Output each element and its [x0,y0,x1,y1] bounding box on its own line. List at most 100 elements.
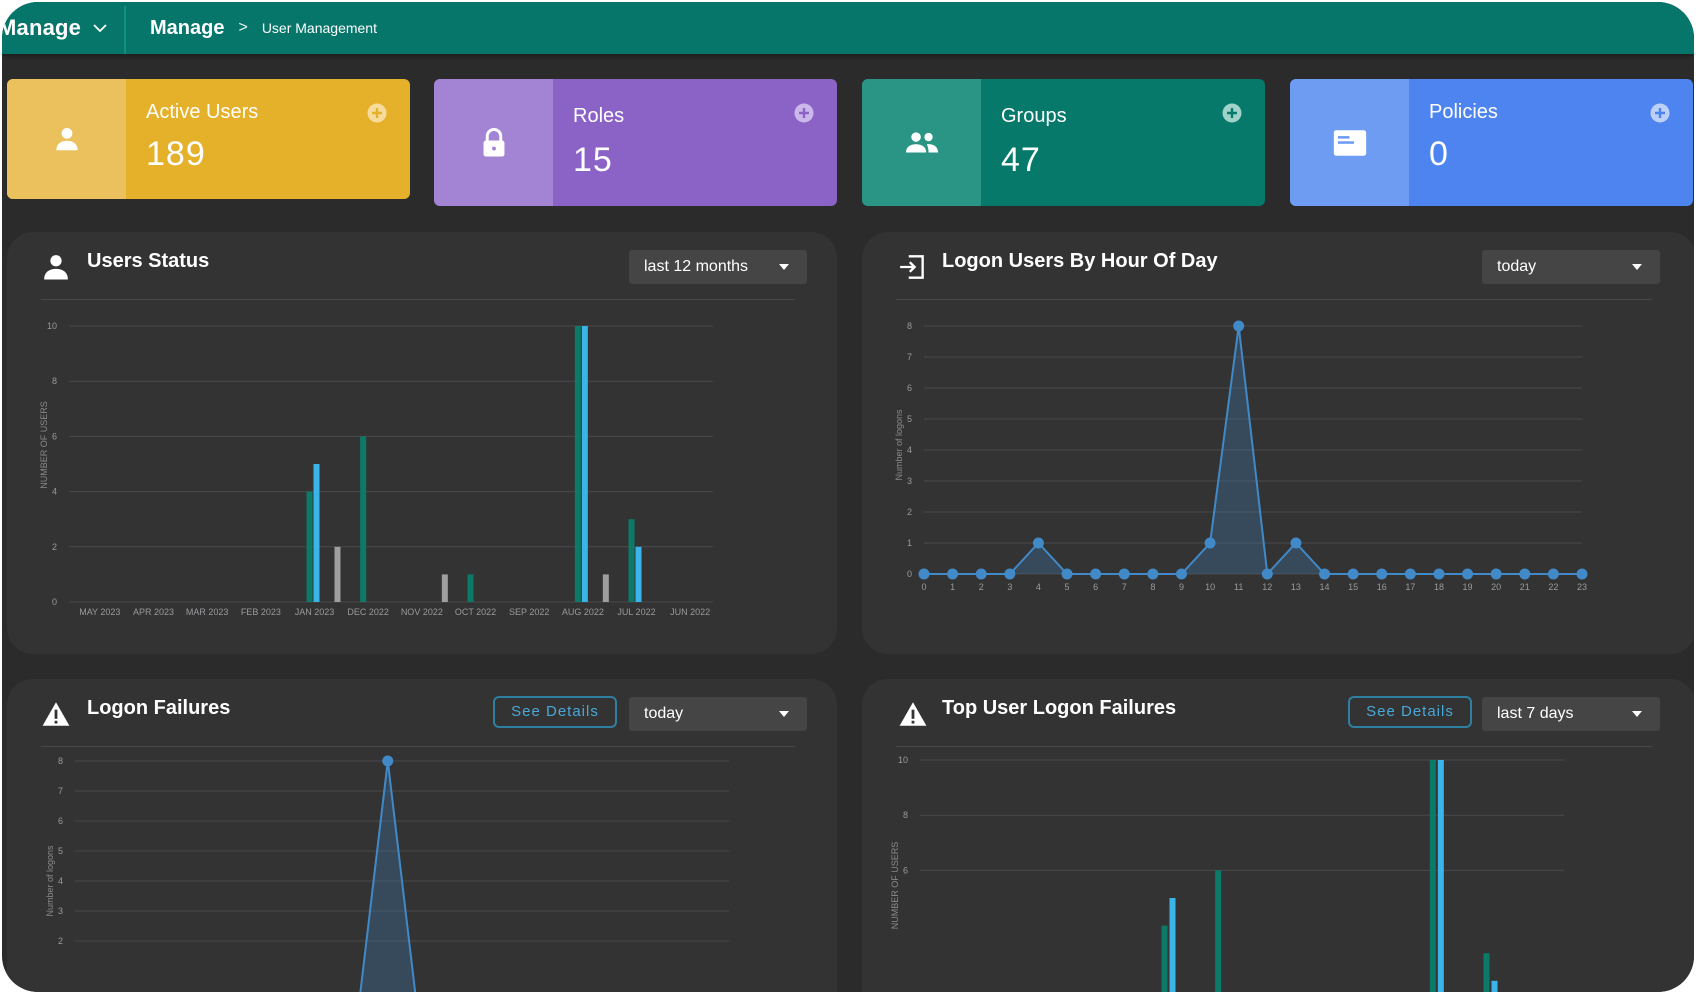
bar [602,574,609,602]
dropdown-value: last 12 months [644,258,749,275]
y-tick-label: 8 [907,321,912,331]
range-dropdown[interactable]: today [629,697,807,731]
breadcrumb-separator: > [238,19,248,36]
bar [1215,870,1222,992]
breadcrumb-item-manage[interactable]: Manage [150,16,225,39]
y-tick-label: 6 [907,383,912,393]
top-bar: Manage Manage > User Management [2,2,1694,54]
data-point [1233,320,1245,332]
x-tick-label: 21 [1520,582,1530,592]
x-tick-label: 23 [1577,582,1587,592]
caret-down-icon [1632,711,1642,717]
range-dropdown[interactable]: today [1482,250,1660,284]
x-tick-label: 10 [1205,582,1215,592]
data-point [382,755,394,767]
data-point [975,568,987,580]
card-icon-box [434,79,553,206]
x-tick-label: 11 [1234,582,1243,592]
app-menu[interactable]: Manage [2,2,124,54]
x-tick-label: JAN 2023 [295,607,335,617]
add-circle-icon[interactable] [1649,102,1671,124]
panel-top-user-logon-failures: Top User Logon Failures See Details last… [862,679,1694,992]
add-circle-icon[interactable] [793,102,815,124]
x-tick-label: AUG 2022 [562,607,604,617]
panel-divider [41,746,795,747]
header-divider [124,6,126,54]
add-circle-icon[interactable] [366,102,388,124]
y-axis-label: Number of logons [894,409,904,481]
card-active-users[interactable]: Active Users 189 [7,79,410,199]
data-point [1462,568,1474,580]
data-point [1175,568,1187,580]
card-groups[interactable]: Groups 47 [862,79,1265,206]
data-point [1404,568,1416,580]
y-tick-label: 6 [58,816,63,826]
range-dropdown[interactable]: last 7 days [1482,697,1660,731]
data-point [1519,568,1531,580]
data-point [947,568,959,580]
card-value: 15 [573,141,613,179]
x-tick-label: 15 [1348,582,1358,592]
login-icon [900,255,924,279]
x-tick-label: MAY 2023 [79,607,120,617]
y-tick-label: 4 [907,445,912,455]
warning-icon [899,702,927,726]
see-details-button[interactable]: See Details [493,696,617,728]
bar [313,464,320,602]
x-tick-label: 16 [1377,582,1387,592]
x-tick-label: 20 [1491,582,1501,592]
y-tick-label: 0 [907,569,912,579]
y-axis-label: NUMBER OF USERS [890,842,900,930]
see-details-button[interactable]: See Details [1348,696,1472,728]
breadcrumb: Manage > User Management [150,2,377,54]
x-tick-label: APR 2023 [133,607,174,617]
caret-down-icon [779,264,789,270]
data-point [1290,537,1302,549]
data-point [1261,568,1273,580]
panel-title: Top User Logon Failures [942,697,1177,719]
y-tick-label: 3 [58,906,63,916]
bar [306,491,313,602]
logon-failures-chart: 2 3 4 5 6 7 8 Number of logons [45,755,729,992]
x-tick-label: 18 [1434,582,1444,592]
range-dropdown[interactable]: last 12 months [629,250,807,284]
data-point [1061,568,1073,580]
bar [581,326,588,602]
add-circle-icon[interactable] [1221,102,1243,124]
y-tick-label: 3 [907,476,912,486]
y-tick-label: 8 [903,810,908,820]
bar [1429,760,1436,992]
card-value: 0 [1429,135,1449,173]
card-roles[interactable]: Roles 15 [434,79,837,206]
data-point [918,568,930,580]
x-tick-label: NOV 2022 [401,607,443,617]
data-point [1032,537,1044,549]
y-tick-label: 7 [907,352,912,362]
y-tick-label: 6 [52,431,57,441]
x-tick-label: 5 [1065,582,1070,592]
data-point [1204,537,1216,549]
y-axis-label: NUMBER OF USERS [39,401,49,489]
caret-down-icon [779,711,789,717]
data-point [1347,568,1359,580]
x-tick-label: 9 [1179,582,1184,592]
group-icon [905,131,938,152]
card-label: Active Users [146,101,259,123]
y-tick-label: 5 [58,846,63,856]
bar [467,574,474,602]
x-tick-label: 3 [1007,582,1012,592]
series-line [359,760,417,992]
dropdown-value: last 7 days [1497,705,1574,722]
panel-title: Logon Failures [87,697,231,719]
card-value: 47 [1001,141,1041,179]
caret-down-icon [1632,264,1642,270]
bar [1169,898,1176,992]
bar [1483,953,1490,992]
card-label: Groups [1001,105,1067,127]
card-icon-box [862,79,981,206]
x-tick-label: 2 [979,582,984,592]
card-policies[interactable]: Policies 0 [1290,79,1693,206]
card-icon-box [7,79,126,199]
bar [574,326,581,602]
